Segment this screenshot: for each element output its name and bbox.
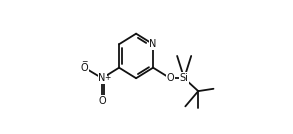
Text: Si: Si (180, 73, 189, 83)
Text: N: N (149, 39, 157, 49)
Text: O: O (98, 96, 106, 105)
Text: −: − (81, 57, 88, 66)
Text: O: O (166, 73, 174, 83)
Text: N: N (98, 73, 106, 83)
Text: +: + (105, 73, 111, 82)
Text: O: O (81, 63, 88, 73)
